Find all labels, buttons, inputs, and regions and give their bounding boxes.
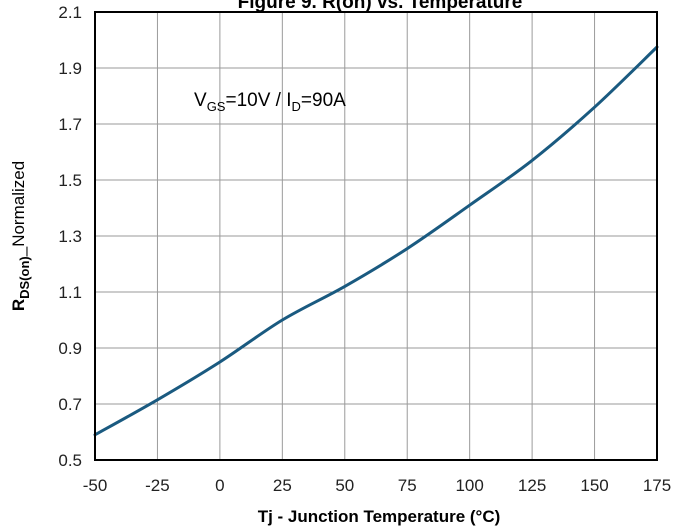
y-axis-title-main: R [9, 299, 28, 311]
y-tick-label: 1.5 [58, 171, 82, 190]
x-tick-label: 150 [580, 476, 608, 495]
y-tick-label: 1.9 [58, 59, 82, 78]
x-tick-label: 50 [335, 476, 354, 495]
x-axis-title: Tj - Junction Temperature (°C) [258, 507, 501, 526]
x-tick-label: -50 [83, 476, 108, 495]
x-tick-label: 0 [215, 476, 224, 495]
x-tick-label: 100 [455, 476, 483, 495]
grid [95, 12, 657, 460]
y-tick-label: 1.7 [58, 115, 82, 134]
annotation-v-sub: GS [207, 99, 226, 114]
chart-annotation: VGS=10V / ID=90A [194, 90, 346, 114]
series-layer [93, 45, 659, 437]
annotation-v: V [194, 90, 207, 111]
y-axis-title-sub: DS(on) [17, 256, 32, 299]
chart-title: Figure 9. R(on) vs. Temperature [238, 0, 523, 13]
x-tick-label: 25 [273, 476, 292, 495]
plot-frame [94, 11, 658, 461]
x-tick-labels: -50 -25 0 25 50 75 100 125 150 175 [83, 476, 671, 495]
x-tick-label: -25 [145, 476, 170, 495]
annotation-i-rest: =90A [301, 90, 346, 111]
annotation-i-sub: D [292, 99, 301, 114]
y-tick-labels: 2.1 1.9 1.7 1.5 1.3 1.1 0.9 0.7 0.5 [58, 3, 82, 470]
y-tick-label: 1.1 [58, 283, 82, 302]
y-tick-label: 2.1 [58, 3, 82, 22]
y-tick-label: 1.3 [58, 227, 82, 246]
y-axis-title-rest: _Normalized [9, 161, 28, 257]
y-tick-label: 0.9 [58, 339, 82, 358]
y-axis-title: RDS(on)_Normalized [9, 161, 32, 311]
y-tick-label: 0.7 [58, 395, 82, 414]
series-line [93, 45, 659, 437]
y-tick-label: 0.5 [58, 451, 82, 470]
x-tick-label: 175 [643, 476, 671, 495]
x-tick-label: 75 [398, 476, 417, 495]
x-tick-label: 125 [518, 476, 546, 495]
annotation-v-rest: =10V / I [225, 90, 291, 111]
